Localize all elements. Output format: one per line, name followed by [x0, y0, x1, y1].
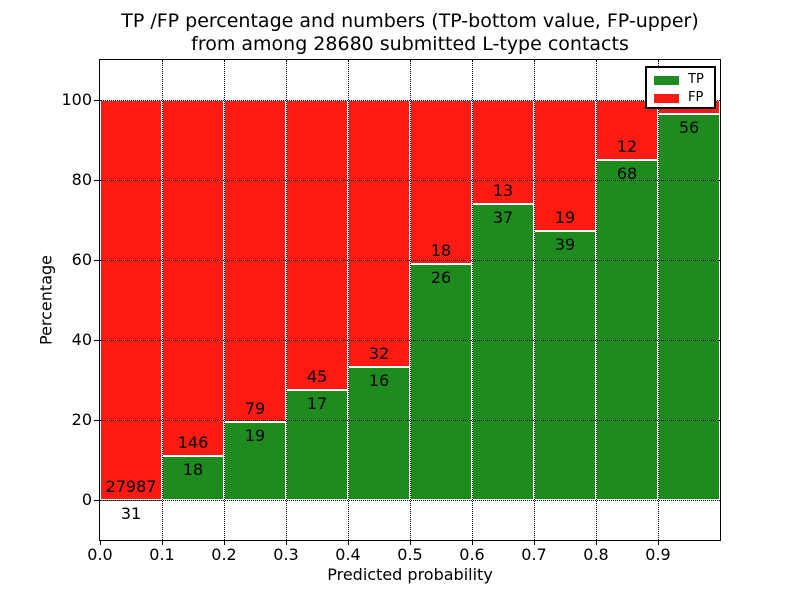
legend-label-fp: FP [688, 90, 704, 105]
x-tick-mark [348, 540, 349, 545]
vertical-gridline [224, 60, 225, 540]
x-tick-label: 0.5 [397, 545, 423, 564]
horizontal-gridline [100, 340, 720, 341]
bar-label-tp: 37 [492, 208, 514, 227]
bar-label-tp: 39 [554, 235, 576, 255]
y-tick-label: 60 [71, 250, 92, 269]
bar-label-tp: 26 [430, 267, 452, 287]
y-tick-mark [94, 420, 100, 421]
bar-label-tp: 16 [368, 370, 390, 390]
vertical-gridline [348, 60, 349, 540]
horizontal-gridline [100, 180, 720, 181]
bar-label-fp: 12 [616, 137, 638, 156]
horizontal-gridline [100, 260, 720, 261]
chart-title-line1: TP /FP percentage and numbers (TP-bottom… [121, 10, 699, 32]
vertical-gridline [410, 60, 411, 540]
plot-area: 27987 31 146 18 79 19 45 17 32 16 18 26 13 37 19 39 12 68… [87, 59, 721, 564]
x-tick-mark [596, 540, 597, 545]
legend-label-tp: TP [688, 72, 704, 87]
bar-label-fp: 13 [492, 181, 514, 200]
horizontal-gridline [100, 100, 720, 101]
x-tick-mark [658, 540, 659, 545]
x-tick-label: 0.2 [211, 545, 237, 564]
vertical-gridline [534, 60, 535, 540]
vertical-gridline [472, 60, 473, 540]
x-tick-label: 0.7 [521, 545, 547, 564]
x-tick-label: 0.8 [583, 545, 609, 564]
legend-row-tp: TP [654, 72, 714, 88]
x-tick-mark [286, 540, 287, 545]
bars-layer [100, 60, 720, 540]
bar-label-tp: 17 [306, 394, 328, 414]
y-tick-label: 40 [71, 330, 92, 349]
bar-label-fp: 18 [430, 240, 452, 260]
bar-segment-tp [472, 204, 534, 500]
y-tick-mark [94, 180, 100, 181]
bar-segment-fp [286, 100, 348, 391]
y-tick-label: 0 [81, 490, 92, 509]
bar-label-fp: 79 [244, 399, 266, 419]
bar-label-fp: 32 [368, 343, 390, 363]
y-tick-mark [94, 100, 100, 101]
x-tick-label: 0.3 [273, 545, 299, 564]
horizontal-gridline [100, 500, 720, 501]
y-tick-label: 100 [61, 90, 92, 109]
legend-swatch-fp-icon [654, 93, 679, 103]
x-tick-label: 0.9 [645, 545, 671, 564]
bar-segment-tp [534, 231, 596, 500]
x-tick-mark [410, 540, 411, 545]
bar-segment-fp [410, 100, 472, 264]
bar-label-fp: 45 [306, 367, 328, 387]
bar-label-tp: 56 [678, 117, 700, 137]
bar-label-fp: 146 [177, 433, 209, 453]
bar-segment-tp [596, 160, 658, 500]
bar-segment-fp [224, 100, 286, 423]
vertical-gridline [162, 60, 163, 540]
y-tick-label: 20 [71, 410, 92, 429]
y-tick-label: 80 [71, 170, 92, 189]
bar-label-tp: 19 [244, 426, 266, 446]
vertical-gridline [286, 60, 287, 540]
bar-label-fp: 27987 [105, 476, 157, 496]
bar-label-tp: 31 [120, 503, 142, 523]
bar-segment-fp [596, 100, 658, 160]
x-tick-label: 0.6 [459, 545, 485, 564]
vertical-gridline [658, 60, 659, 540]
y-tick-mark [94, 340, 100, 341]
x-tick-label: 0.0 [87, 545, 113, 564]
bar-label-tp: 18 [182, 460, 204, 480]
x-tick-label: 0.4 [335, 545, 361, 564]
y-tick-mark [94, 260, 100, 261]
bar-segment-fp [348, 100, 410, 367]
legend: TP FP [645, 66, 716, 109]
x-tick-mark [534, 540, 535, 545]
x-tick-mark [100, 540, 101, 545]
x-tick-mark [224, 540, 225, 545]
x-tick-mark [472, 540, 473, 545]
bar-segment-tp [410, 263, 472, 500]
bar-segment-fp [534, 100, 596, 232]
legend-row-fp: FP [654, 90, 714, 106]
chart-title-line2: from among 28680 submitted L-type contac… [191, 33, 629, 55]
vertical-gridline [596, 60, 597, 540]
legend-swatch-tp-icon [654, 75, 679, 85]
bar-segment-fp [162, 100, 224, 457]
y-tick-mark [94, 500, 100, 501]
x-tick-mark [162, 540, 163, 545]
bar-segment-tp [348, 366, 410, 500]
x-tick-label: 0.1 [149, 545, 175, 564]
x-axis-label: Predicted probability [327, 565, 493, 584]
bar-segment-fp [100, 100, 162, 500]
horizontal-gridline [100, 420, 720, 421]
bar-label-tp: 68 [616, 164, 638, 183]
bar-label-fp: 19 [554, 208, 576, 228]
bar-segment-tp [658, 113, 720, 500]
